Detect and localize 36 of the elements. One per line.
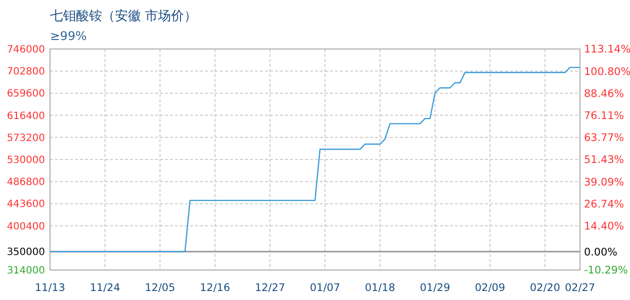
y2-tick-label: 51.43% bbox=[584, 154, 624, 166]
x-tick-label: 02/09 bbox=[474, 282, 506, 294]
x-tick-label: 01/07 bbox=[310, 282, 340, 294]
y-tick-label: 530000 bbox=[6, 155, 45, 166]
x-tick-label: 11/13 bbox=[34, 282, 66, 294]
line-series bbox=[49, 66, 581, 252]
chart-subtitle: ≥99% bbox=[50, 29, 87, 43]
y2-tick-label: 113.14% bbox=[584, 44, 630, 56]
x-tick-label: 11/24 bbox=[90, 282, 120, 294]
y-tick-label: 400400 bbox=[6, 221, 45, 232]
y-tick-label: 443600 bbox=[6, 199, 45, 210]
y-tick-label: 314000 bbox=[6, 266, 45, 276]
y2-tick-label: 63.77% bbox=[584, 132, 624, 144]
y2-tick-label: -10.29% bbox=[584, 264, 628, 277]
y2-tick-label: 76.11% bbox=[584, 110, 624, 122]
x-tick-label: 12/16 bbox=[200, 282, 230, 294]
y2-tick-label: 14.40% bbox=[584, 220, 624, 232]
x-tick-label: 12/05 bbox=[144, 282, 176, 294]
y-tick-label: 350000 bbox=[6, 247, 45, 258]
y-tick-label: 486800 bbox=[6, 177, 45, 188]
y2-tick-label: 0.00% bbox=[584, 246, 618, 258]
x-tick-label: 02/20 bbox=[530, 282, 560, 294]
y2-tick-label: 100.80% bbox=[584, 66, 630, 78]
y-tick-label: 616400 bbox=[6, 110, 45, 122]
x-tick-label: 02/27 bbox=[564, 282, 596, 294]
x-tick-label: 01/29 bbox=[420, 282, 450, 294]
y-tick-label: 746000 bbox=[6, 44, 45, 56]
y-tick-label: 659600 bbox=[6, 88, 45, 100]
y2-tick-label: 88.46% bbox=[584, 88, 624, 100]
chart-title: 七钼酸铵（安徽 市场价） bbox=[50, 8, 198, 24]
y-tick-label: 702800 bbox=[6, 66, 45, 78]
y2-tick-label: 39.09% bbox=[584, 176, 624, 188]
y2-tick-label: 26.74% bbox=[584, 198, 624, 210]
x-tick-label: 12/27 bbox=[254, 282, 286, 294]
y-tick-label: 573200 bbox=[6, 132, 45, 144]
x-tick-label: 01/18 bbox=[364, 282, 396, 294]
